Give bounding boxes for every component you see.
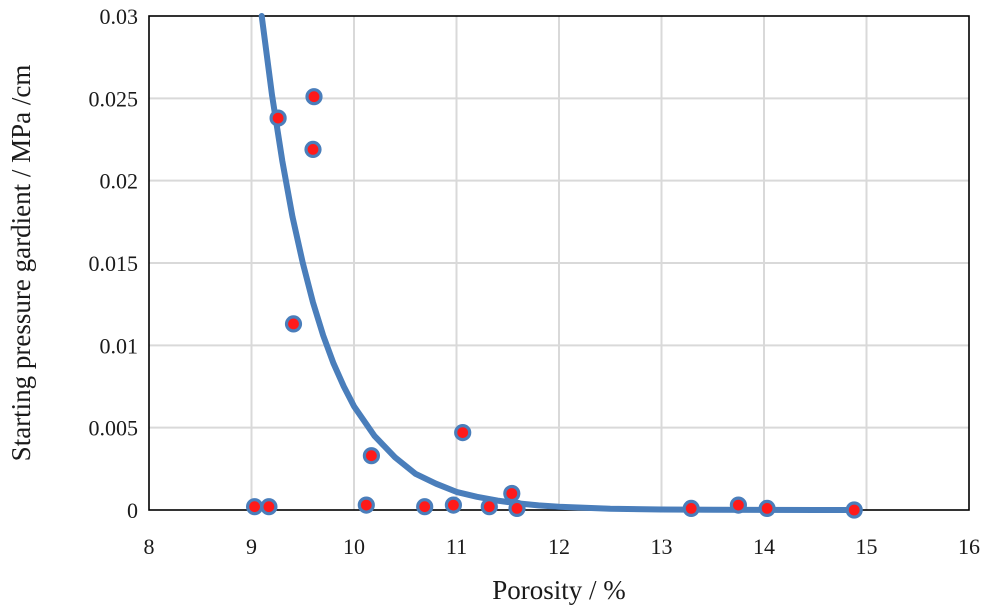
y-axis-title: Starting pressure gardient / MPa /cm (6, 65, 36, 462)
x-tick-label: 11 (446, 534, 467, 559)
data-point (845, 501, 863, 519)
x-tick-label: 13 (651, 534, 673, 559)
data-point (260, 498, 278, 516)
data-points-layer (246, 88, 863, 519)
data-point (416, 498, 434, 516)
fitted-curve (258, 13, 860, 513)
fitted-curve-layer (258, 13, 860, 513)
data-point (304, 140, 322, 158)
x-tick-label: 10 (343, 534, 365, 559)
x-tick-label: 9 (246, 534, 257, 559)
x-tick-label: 15 (856, 534, 878, 559)
plot-frame (148, 15, 970, 511)
x-tick-label: 8 (144, 534, 155, 559)
data-point (444, 496, 462, 514)
y-tick-label: 0 (127, 498, 138, 523)
y-tick-label: 0.015 (89, 251, 139, 276)
y-axis-tick-labels: 0 0.005 0.01 0.015 0.02 0.025 0.03 (89, 4, 139, 523)
y-tick-label: 0.01 (100, 333, 139, 358)
y-tick-label: 0.02 (100, 169, 139, 194)
data-point (508, 499, 526, 517)
y-tick-label: 0.005 (89, 416, 139, 441)
data-point (246, 498, 264, 516)
y-tick-label: 0.03 (100, 4, 139, 29)
data-point (362, 447, 380, 465)
data-point (682, 499, 700, 517)
data-point (503, 484, 521, 503)
data-point (269, 109, 287, 127)
data-point (758, 499, 776, 517)
data-point (305, 88, 323, 106)
data-point (729, 496, 748, 514)
x-axis-tick-labels: 8 9 10 11 12 13 14 15 16 (144, 534, 981, 559)
x-axis-title: Porosity / % (492, 575, 626, 605)
y-tick-label: 0.025 (89, 86, 139, 111)
x-tick-label: 12 (548, 534, 570, 559)
data-point (357, 496, 375, 514)
data-point (480, 498, 498, 516)
data-point (454, 424, 472, 442)
data-point (284, 315, 303, 333)
x-tick-label: 16 (958, 534, 980, 559)
x-tick-label: 14 (753, 534, 775, 559)
